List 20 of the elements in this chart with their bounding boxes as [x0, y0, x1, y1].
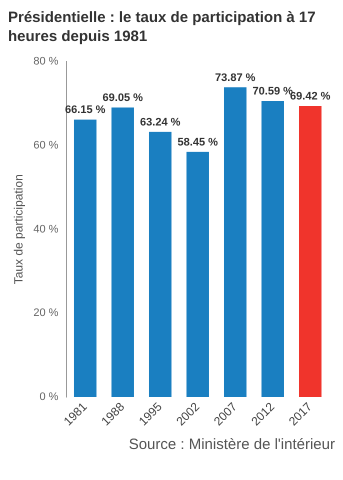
y-tick-label: 0 % — [40, 390, 59, 403]
y-tick-label: 60 % — [33, 139, 59, 152]
bar — [186, 152, 209, 397]
data-label: 58.45 % — [178, 136, 218, 148]
y-tick-label: 20 % — [33, 307, 59, 320]
data-label: 69.05 % — [102, 92, 144, 104]
data-label: 63.24 % — [140, 116, 181, 128]
y-tick-label: 80 % — [33, 56, 59, 68]
bar — [298, 106, 322, 397]
bar — [111, 108, 134, 397]
data-label: 66.15 % — [65, 104, 106, 116]
bar — [74, 120, 96, 397]
bar — [148, 132, 172, 397]
y-axis-title: Taux de participation — [12, 174, 26, 284]
bar — [224, 87, 246, 397]
y-tick-label: 40 % — [33, 223, 59, 236]
data-label: 73.87 % — [215, 72, 256, 84]
bar — [261, 101, 284, 397]
source-note: Source : Ministère de l'intérieur — [128, 436, 335, 453]
chart-title: Présidentielle : le taux de participation à 17 heures depuis 1981 — [8, 8, 317, 46]
